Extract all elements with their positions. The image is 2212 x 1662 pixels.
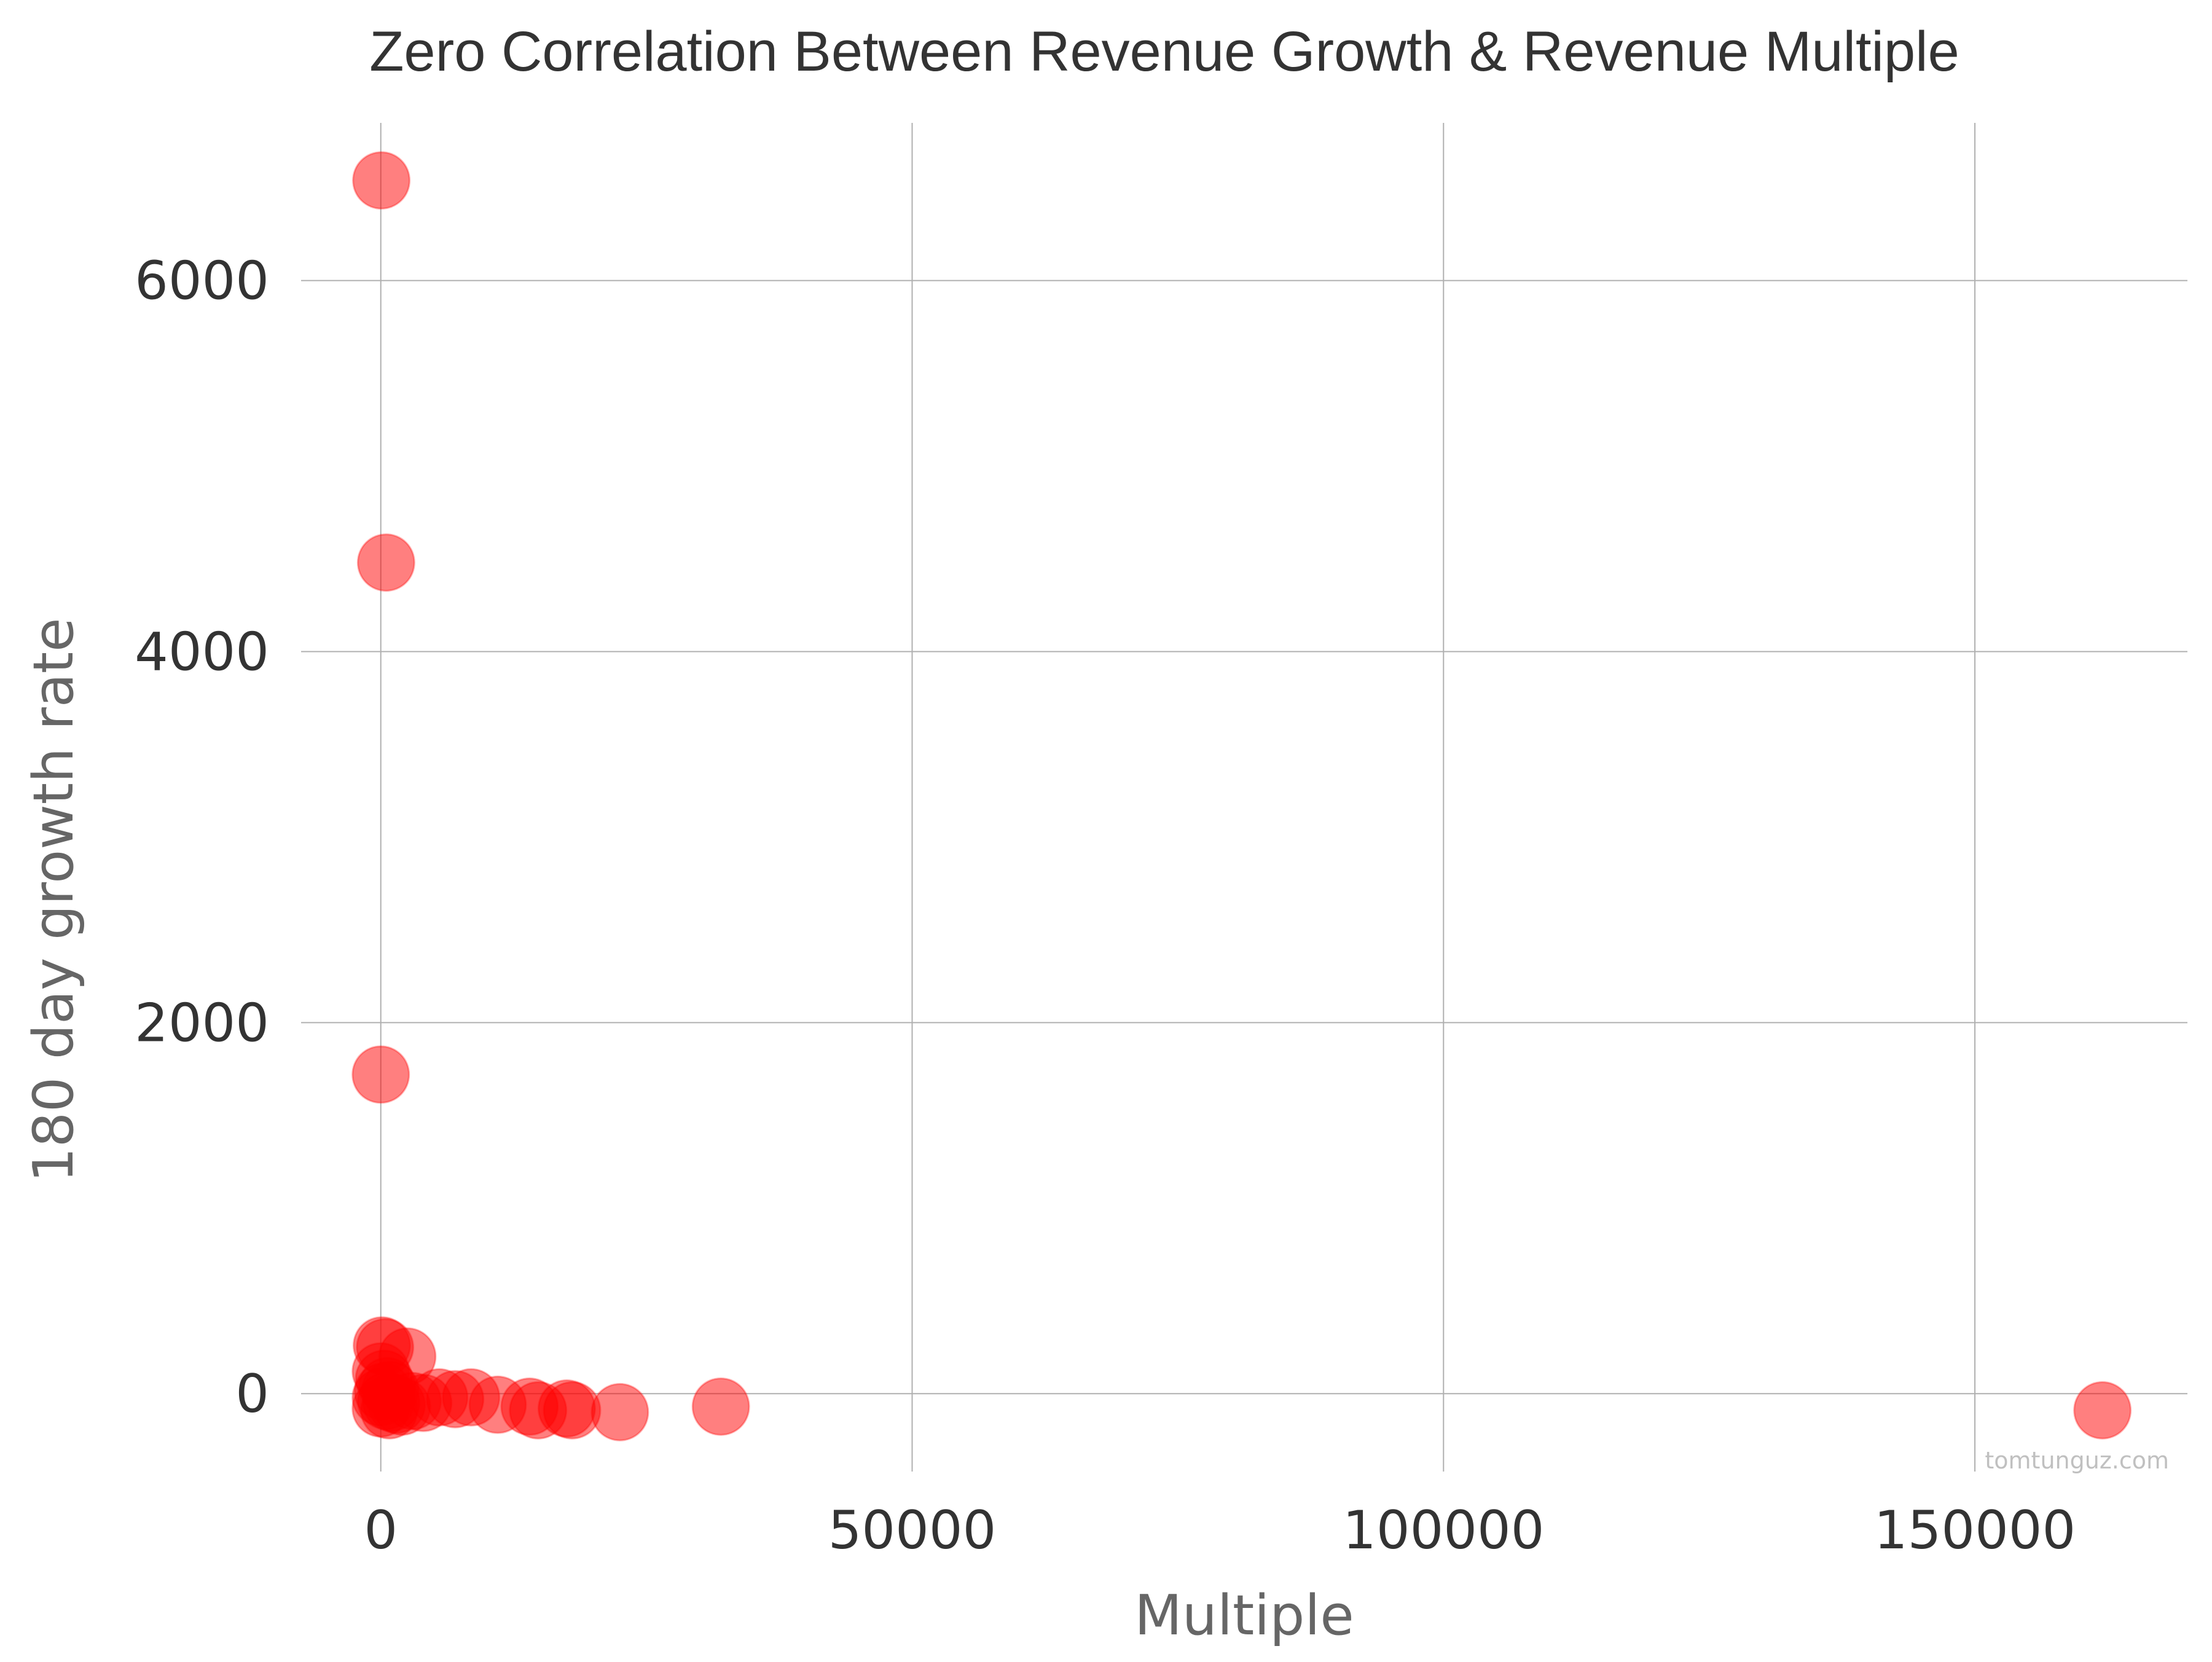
x-tick-label: 100000 [1343, 1500, 1544, 1561]
x-tick-label: 150000 [1874, 1500, 2076, 1561]
chart-title: Zero Correlation Between Revenue Growth … [369, 20, 1959, 83]
tick-labels: 0 50000 100000 150000 0 2000 4000 6000 [135, 251, 2076, 1561]
data-point [590, 1382, 649, 1441]
data-point [691, 1377, 750, 1436]
x-axis-label: Multiple [1134, 1583, 1354, 1648]
x-tick-label: 50000 [828, 1500, 997, 1561]
data-point [351, 1045, 410, 1104]
data-point [356, 533, 415, 592]
grid [301, 123, 2187, 1472]
y-tick-label: 4000 [135, 621, 269, 683]
data-points [351, 151, 2132, 1441]
y-tick-label: 6000 [135, 251, 269, 312]
x-tick-label: 0 [364, 1500, 398, 1561]
y-axis-label: 180 day growth rate [22, 617, 86, 1182]
data-point [352, 151, 411, 210]
y-tick-label: 2000 [135, 992, 269, 1054]
data-point [2073, 1381, 2132, 1440]
y-tick-label: 0 [235, 1363, 269, 1425]
watermark: tomtunguz.com [1985, 1447, 2169, 1474]
